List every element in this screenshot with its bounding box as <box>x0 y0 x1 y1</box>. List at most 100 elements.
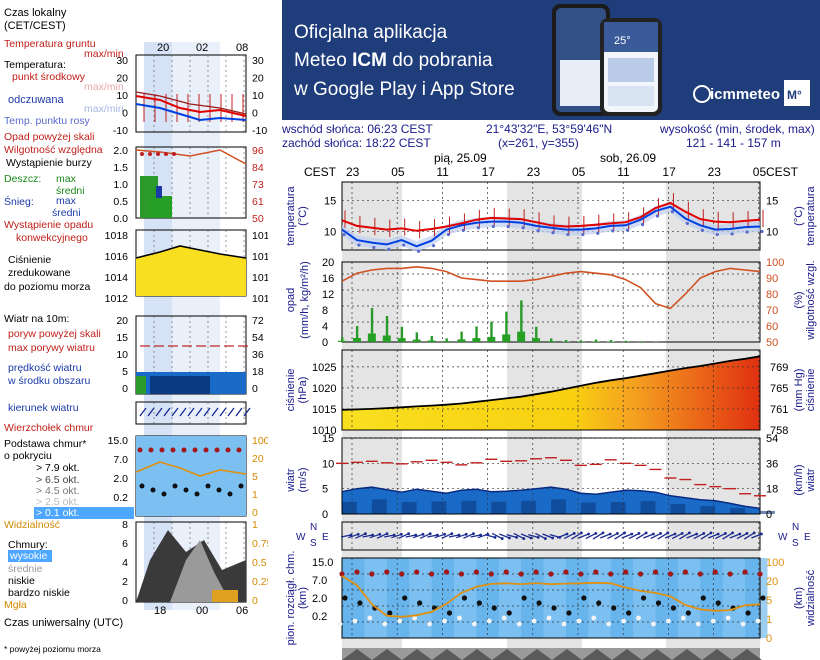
banner-line-3: w Google Play i App Store <box>293 79 515 100</box>
wind-arrow <box>693 532 705 540</box>
cloud-low-dot <box>695 621 701 627</box>
legend-wind-arrow <box>139 407 147 417</box>
dew-point-dot <box>640 223 645 227</box>
legend-vis-line <box>135 461 247 477</box>
cloud-top-dot <box>727 571 733 577</box>
cloud-low-dot <box>486 618 492 624</box>
humidity-ylabel: wilgotność wzgl. <box>805 260 817 340</box>
cloud-base-dot <box>342 595 348 601</box>
press-tick-r: 769 <box>770 362 788 374</box>
legend-gust-max: max porywy wiatru <box>8 342 95 354</box>
legend-wind-tick: 10 <box>116 349 128 361</box>
legend-cloud-cover: o pokryciu <box>4 450 52 462</box>
rain-mean-bar <box>367 333 376 342</box>
cloud-base-dot <box>745 610 751 616</box>
legend-panel-frame <box>135 146 247 219</box>
legend-pressure-area <box>136 246 246 296</box>
dew-point-dot <box>342 232 346 237</box>
grid-point: (x=261, y=355) <box>498 136 579 150</box>
wind-arrow-head <box>378 532 382 536</box>
legend-fog-bar <box>212 590 238 602</box>
hum-tick: 90 <box>766 273 778 285</box>
wind-arrow-head <box>616 532 619 535</box>
cloud-top-dot <box>384 569 390 575</box>
cloud-low-dot <box>636 615 641 621</box>
legend-hum-tick: 73 <box>252 179 264 191</box>
x-tick-label: 17 <box>482 165 496 179</box>
sky-column <box>565 558 589 638</box>
cloud-cover-peak <box>672 649 702 660</box>
press-tick-l: 1010 <box>312 425 336 437</box>
rain-max-bar <box>475 326 478 342</box>
legend-wind-arrow <box>147 407 155 417</box>
legend-day-band <box>172 42 220 610</box>
wind-unit-kmh: (km/h) <box>793 464 805 495</box>
rain-mean-bar <box>502 334 511 342</box>
cloud-base-dot <box>640 595 647 601</box>
cloud-base-dot <box>685 610 691 616</box>
cloud-cover-peak <box>732 649 762 660</box>
wind-speed-core <box>401 502 417 514</box>
press-tick-r: 761 <box>770 404 788 416</box>
hum-tick: 80 <box>766 289 778 301</box>
dew-point-dot <box>357 243 361 247</box>
wind-arrow <box>340 534 352 538</box>
cloud-low-dot <box>710 618 716 624</box>
wind-arrow-head <box>630 532 634 536</box>
hum-tick: 70 <box>766 305 778 317</box>
cloud-cover-peak <box>372 649 402 660</box>
cloud-tick-l: 2.0 <box>312 593 327 605</box>
legend-dew-point: Temp. punktu rosy <box>4 115 91 127</box>
legend-cloud-base-dot <box>227 491 233 497</box>
app-banner[interactable]: Oficjalna aplikacja Meteo ICM do pobrani… <box>282 0 820 120</box>
legend-cloud-top-dot <box>192 447 198 453</box>
wind-arrow <box>592 532 604 540</box>
rain-mean-bar <box>532 338 541 342</box>
wind-arrow <box>448 534 460 538</box>
wind-arrow-head <box>414 533 418 537</box>
legend-hum-tick: 50 <box>252 213 264 225</box>
rain-tick: 20 <box>322 257 334 269</box>
cloud-top-dot <box>637 571 644 577</box>
cloud-cover-peak <box>642 649 672 660</box>
wind-arrow-head <box>688 531 691 535</box>
cloud-cover-peak <box>612 649 642 660</box>
legend-local-tick-3: 08 <box>236 42 248 54</box>
wind-arrow <box>671 532 683 540</box>
wind-arrow <box>542 533 553 539</box>
x-tick-label: 23 <box>708 165 722 179</box>
cloud-low-dot <box>516 621 522 627</box>
cloud-cover-peak <box>492 649 522 660</box>
wind-arrow <box>441 533 453 539</box>
rain-tick: 16 <box>322 273 334 285</box>
wind-arrow <box>686 533 697 539</box>
rain-max-bar <box>579 340 583 342</box>
legend-gust-over: poryw powyżej skali <box>8 328 101 340</box>
cloud-base-dot <box>387 610 393 616</box>
wind-arrow <box>736 532 748 540</box>
legend-temp-tick: -10 <box>113 125 128 137</box>
legend-press-tick-r: 1016 <box>252 251 268 263</box>
cloud-low-dot <box>755 618 761 624</box>
wind-arrow-head <box>551 536 554 540</box>
sky-column <box>745 558 768 638</box>
legend-precip-event: Wystąpienie opadu <box>4 219 93 231</box>
cloud-low-dot <box>531 618 537 624</box>
rain-max-bar <box>609 340 613 342</box>
wind-arrow <box>621 533 633 539</box>
cloud-top-dot <box>473 569 479 575</box>
rain-tick: 8 <box>322 305 328 317</box>
cloud-base-dot <box>551 605 557 611</box>
pressure-line <box>341 355 761 411</box>
cloud-base-dot <box>566 610 572 616</box>
rain-max-bar <box>341 337 344 342</box>
wind-arrow <box>427 534 438 538</box>
cloud-low-dot <box>591 615 597 621</box>
wind-speed-core <box>700 506 716 514</box>
legend-wind-arrow <box>171 407 179 417</box>
dew-point-dot <box>476 226 480 230</box>
cloud-top-dot <box>578 571 584 577</box>
legend-press-tick-r: 1014 <box>252 272 268 284</box>
cloud-top-dot <box>369 571 375 577</box>
